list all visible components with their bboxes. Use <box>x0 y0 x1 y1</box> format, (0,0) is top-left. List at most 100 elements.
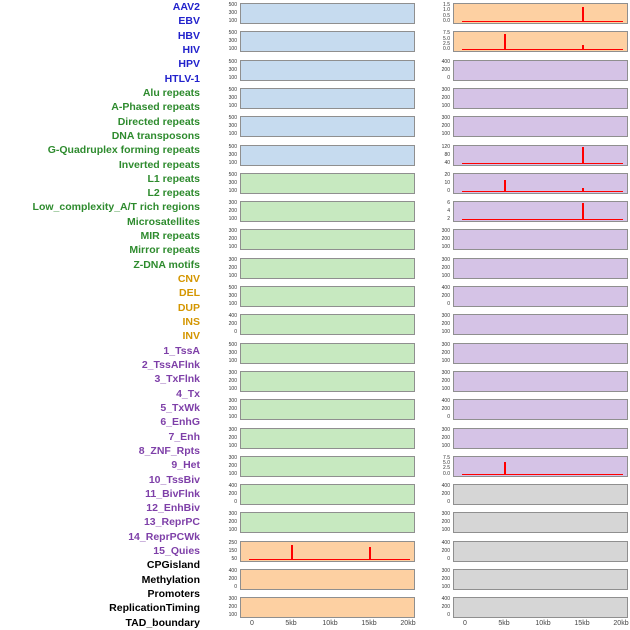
y-tick-label: 200 <box>441 321 450 328</box>
y-tick-label: 200 <box>441 434 450 441</box>
y-tick-label: 300 <box>441 86 450 93</box>
y-tick-label: 100 <box>228 187 237 194</box>
y-tick-label: 1.0 <box>443 7 450 14</box>
y-tick-label: 200 <box>228 576 237 582</box>
track-panel-right-10-tssbiv <box>453 314 628 336</box>
y-tick-label: 300 <box>228 511 237 518</box>
y-tick-label: 500 <box>228 86 237 93</box>
y-tick-label: 0.0 <box>443 17 450 24</box>
y-tick-label: 100 <box>228 18 237 24</box>
track-label-htlv-1: HTLV-1 <box>164 72 200 85</box>
y-tick-label: 300 <box>441 568 450 574</box>
y-axis-ticks-right-cpgisland: 400 200 0 <box>420 484 450 505</box>
y-tick-label: 300 <box>228 200 237 207</box>
track-panel-left-hpv <box>240 116 415 138</box>
y-tick-label: 100 <box>441 102 450 109</box>
x-tick-label-right-20kb: 20kb <box>613 620 629 627</box>
y-tick-label: 300 <box>228 293 237 299</box>
y-tick-label: 400 <box>228 483 237 490</box>
track-panel-left-hiv <box>240 87 415 109</box>
y-tick-label: 100 <box>228 612 237 619</box>
y-tick-label: 500 <box>228 30 237 37</box>
y-tick-label: 5.0 <box>443 460 450 467</box>
y-tick-label: 0 <box>447 74 450 81</box>
track-label-ebv: EBV <box>178 15 200 28</box>
y-tick-label: 100 <box>228 244 237 251</box>
y-axis-ticks-left-aav2: 500 300 100 <box>207 3 237 24</box>
track-panel-right-replicationtiming <box>453 569 628 590</box>
track-panel-left-l1-repeats <box>240 342 415 364</box>
y-tick-label: 0.0 <box>443 470 450 477</box>
track-panel-right-cpgisland <box>453 484 628 506</box>
track-label-10-tssbiv: 10_TssBiv <box>148 473 200 486</box>
y-axis-ticks-right-tad-boundary: 400 200 0 <box>420 597 450 618</box>
density-baseline <box>462 473 623 475</box>
track-label-promoters: Promoters <box>147 588 200 601</box>
y-tick-label: 300 <box>228 454 237 461</box>
track-label-cpgisland: CPGisland <box>146 559 200 572</box>
y-tick-label: 300 <box>228 369 237 376</box>
x-tick-label-left-5kb: 5kb <box>285 620 297 627</box>
y-tick-label: 0.5 <box>443 12 450 19</box>
track-label-11-bivflnk: 11_BivFlnk <box>145 487 200 500</box>
track-label-1-tssa: 1_TssA <box>163 344 200 357</box>
y-tick-label: 100 <box>441 272 450 279</box>
y-tick-label: 0 <box>234 584 237 590</box>
track-panel-right-12-enhbiv <box>453 370 628 392</box>
track-panel-right-ins <box>453 3 628 24</box>
y-tick-label: 200 <box>228 264 237 271</box>
track-panel-right-9-het <box>453 286 628 307</box>
track-panel-right-promoters <box>453 540 628 562</box>
x-tick-label-right-0: 0 <box>463 620 467 627</box>
track-label-hiv: HIV <box>182 43 200 56</box>
y-tick-label: 100 <box>441 385 450 392</box>
y-tick-label: 100 <box>441 244 450 251</box>
y-tick-label: 100 <box>228 527 237 534</box>
density-baseline <box>249 558 410 560</box>
y-tick-label: 100 <box>441 329 450 336</box>
y-axis-ticks-right-11-bivflnk: 300 200 100 <box>420 342 450 364</box>
track-label-inv: INV <box>182 330 200 343</box>
track-panel-left-g-quadruplex-forming-repeats <box>240 286 415 307</box>
y-tick-label: 150 <box>228 547 237 554</box>
y-tick-label: 300 <box>228 349 237 356</box>
y-tick-label: 500 <box>228 115 237 122</box>
y-tick-label: 300 <box>228 426 237 433</box>
y-tick-label: 0 <box>447 612 450 619</box>
y-axis-ticks-left-mir-repeats: 300 200 100 <box>207 454 237 477</box>
y-tick-label: 7.5 <box>443 30 450 37</box>
y-tick-label: 2.5 <box>443 465 450 472</box>
y-axis-ticks-left-low-complexity-a-t-rich-regions: 300 200 100 <box>207 399 237 420</box>
y-tick-label: 300 <box>441 369 450 376</box>
y-tick-label: 100 <box>228 216 237 223</box>
y-tick-label: 300 <box>441 115 450 122</box>
track-label-dna-transposons: DNA transposons <box>111 129 200 142</box>
y-tick-label: 200 <box>228 462 237 469</box>
y-tick-label: 400 <box>228 313 237 320</box>
track-panel-left-hbv <box>240 59 415 81</box>
y-tick-label: 0.0 <box>443 46 450 53</box>
track-label-dup: DUP <box>177 301 200 314</box>
y-tick-label: 200 <box>441 547 450 554</box>
track-panel-left-alu-repeats <box>240 172 415 194</box>
track-panel-right-1-tssa <box>453 59 628 81</box>
spike-marker-5kb <box>291 545 293 560</box>
y-axis-ticks-left-l1-repeats: 500 300 100 <box>207 342 237 364</box>
y-axis-ticks-left-z-dna-motifs: 300 200 100 <box>207 512 237 533</box>
track-label-low-complexity-a-t-rich-regions: Low_complexity_A/T rich regions <box>32 201 200 214</box>
track-label-mirror-repeats: Mirror repeats <box>129 244 200 257</box>
y-tick-label: 200 <box>228 434 237 441</box>
y-tick-label: 5.0 <box>443 35 450 42</box>
track-label-8-znf-rpts: 8_ZNF_Rpts <box>138 444 200 457</box>
y-tick-label: 7.5 <box>443 454 450 461</box>
track-label-hbv: HBV <box>177 29 200 42</box>
x-tick-label-right-15kb: 15kb <box>574 620 590 627</box>
y-axis-ticks-left-a-phased-repeats: 300 200 100 <box>207 201 237 222</box>
y-tick-label: 500 <box>228 58 237 65</box>
y-axis-ticks-right-14-reprpcwk: 300 200 100 <box>420 427 450 449</box>
y-axis-ticks-left-hbv: 500 300 100 <box>207 58 237 81</box>
y-tick-label: 2 <box>447 216 450 223</box>
y-tick-label: 300 <box>441 228 450 235</box>
y-tick-label: 100 <box>228 46 237 53</box>
y-tick-label: 300 <box>228 256 237 263</box>
